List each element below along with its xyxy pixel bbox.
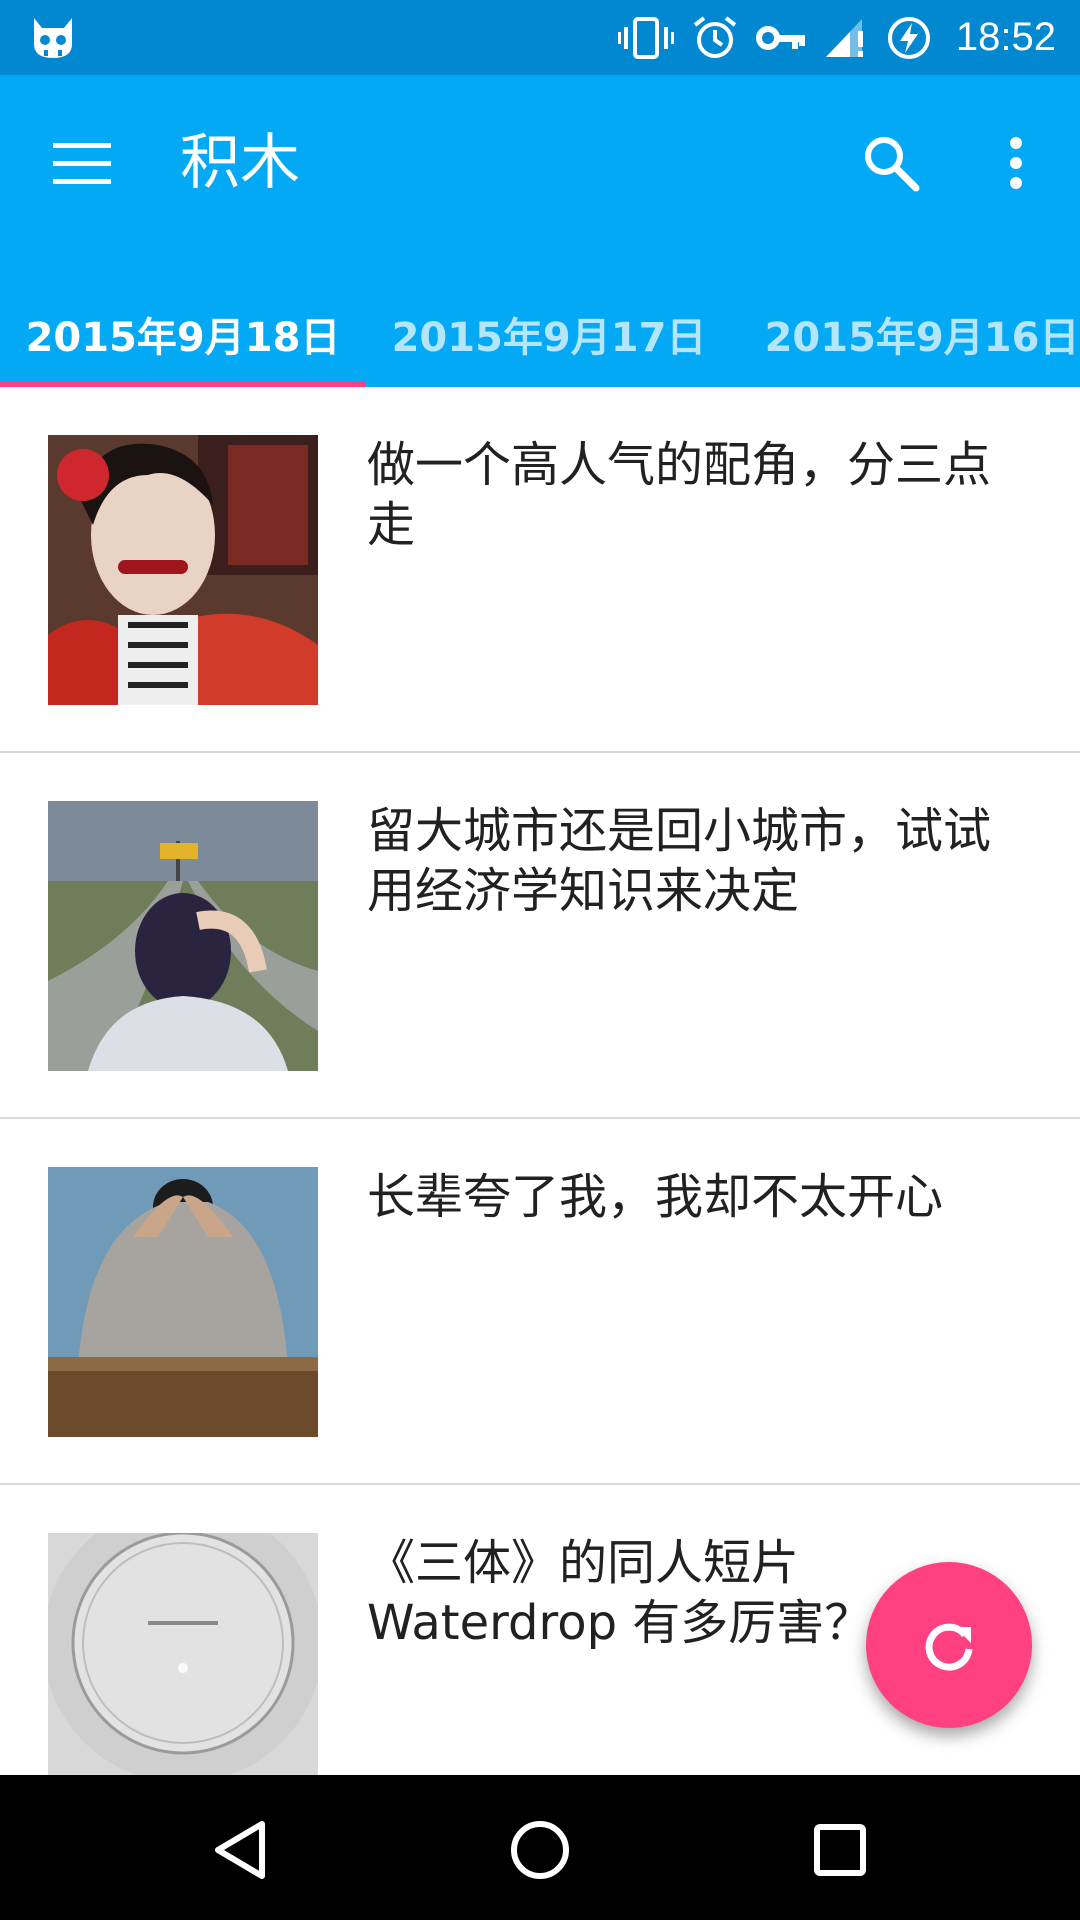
date-tabs: 2015年9月18日 2015年9月17日 2015年9月16日 [0,280,1080,387]
recents-button[interactable] [795,1805,885,1895]
list-item[interactable]: 长辈夸了我，我却不太开心 [0,1119,1080,1485]
home-button[interactable] [495,1805,585,1895]
list-item[interactable]: 留大城市还是回小城市，试试用经济学知识来决定 [0,753,1080,1119]
refresh-fab[interactable] [866,1562,1032,1728]
alarm-icon [693,15,737,58]
recents-icon [814,1824,866,1876]
article-title: 做一个高人气的配角，分三点走 [367,437,992,553]
clock: 18:52 [955,15,1056,59]
list-item[interactable]: 《三体》的同人短片 Waterdrop 有多厉害？ [0,1485,1080,1775]
tab-2015-09-16[interactable]: 2015年9月16日 [764,314,1080,361]
tab-2015-09-18[interactable]: 2015年9月18日 [25,314,341,361]
vibrate-icon [617,16,674,59]
navigation-menu-button[interactable] [48,130,116,198]
back-icon [215,1821,265,1879]
article-title: 留大城市还是回小城市，试试用经济学知识来决定 [367,803,992,919]
cat-notification-icon [34,18,72,58]
article-thumbnail [48,1533,318,1775]
tab-2015-09-17[interactable]: 2015年9月17日 [391,314,707,361]
overflow-menu-button[interactable] [980,127,1052,199]
article-title: 长辈夸了我，我却不太开心 [367,1169,944,1225]
app-bar: 积木 2015年9月18日 2015年9月17日 2015年9月16日 [0,75,1080,387]
article-thumbnail [48,1167,318,1437]
search-icon [865,137,920,192]
status-bar: 18:52 [0,0,1080,75]
refresh-icon [925,1623,973,1671]
tab-indicator [0,381,366,387]
article-thumbnail [48,435,318,705]
article-list: 做一个高人气的配角，分三点走 留大城市还是回小城市，试试用经济学知识来决定 [0,387,1080,1775]
signal-icon [825,18,863,57]
search-button[interactable] [855,127,927,199]
home-icon [511,1821,569,1879]
more-vert-icon [1010,137,1022,189]
article-thumbnail [48,801,318,1071]
page-title: 积木 [180,128,300,198]
battery-charging-icon [887,16,930,59]
hamburger-menu-icon [53,143,111,184]
system-nav-bar [0,1775,1080,1920]
back-button[interactable] [195,1805,285,1895]
article-title: 《三体》的同人短片 Waterdrop 有多厉害？ [367,1535,873,1651]
list-item[interactable]: 做一个高人气的配角，分三点走 [0,387,1080,753]
vpn-key-icon [755,25,805,50]
